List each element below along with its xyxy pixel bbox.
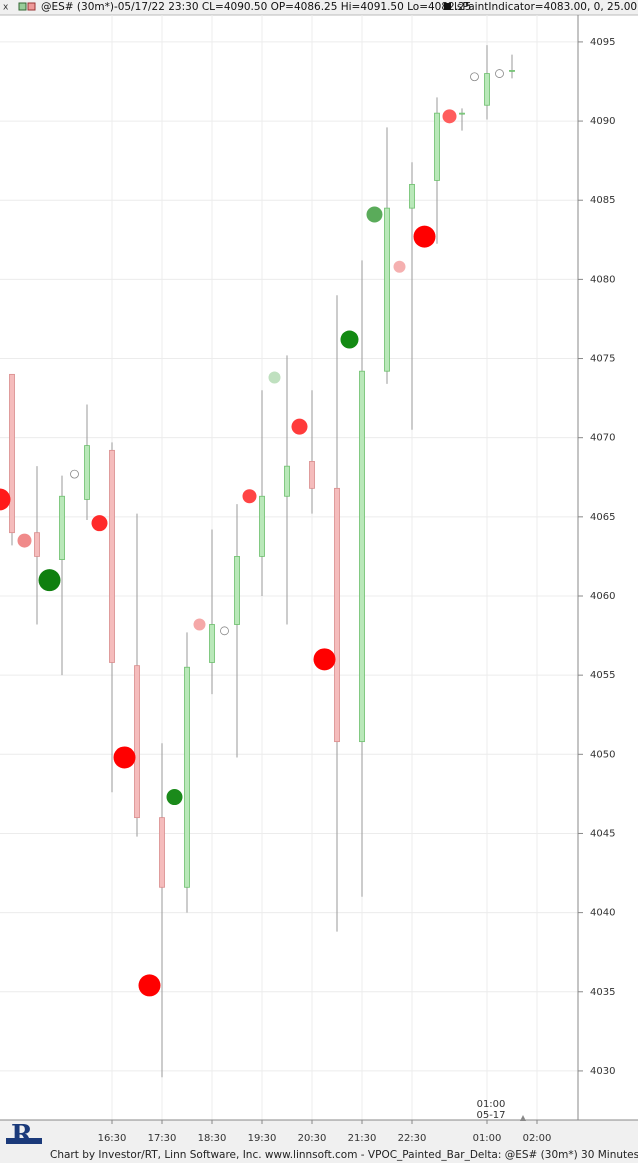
candle-body xyxy=(309,461,315,489)
candle-body xyxy=(184,666,190,888)
icon xyxy=(27,2,36,11)
y-tick-label: 4085 xyxy=(590,195,615,206)
header-text: @ES# (30m*)-05/17/22 23:30 CL=4090.50 OP… xyxy=(41,1,471,13)
paint-marker xyxy=(17,533,32,548)
paint-marker xyxy=(220,626,229,636)
paint-marker xyxy=(38,569,61,592)
logo: R xyxy=(6,1120,42,1150)
y-tick-label: 4050 xyxy=(590,749,615,760)
icon xyxy=(444,3,451,10)
y-tick-label: 4055 xyxy=(590,670,615,681)
paint-marker xyxy=(268,371,281,384)
paint-marker xyxy=(242,489,257,504)
y-tick-label: 4040 xyxy=(590,908,615,919)
candle-body xyxy=(334,487,340,743)
candle-body xyxy=(34,532,40,557)
paint-marker xyxy=(193,618,206,631)
logo-bar xyxy=(6,1138,42,1144)
candle-body xyxy=(159,817,165,888)
close-icon[interactable]: x xyxy=(3,3,9,13)
paint-marker xyxy=(166,789,183,806)
candle-body xyxy=(509,70,515,72)
candle-body xyxy=(259,495,265,557)
icon xyxy=(18,2,27,11)
date-annotation: 05-17 xyxy=(476,1110,505,1121)
y-tick-label: 4090 xyxy=(590,116,615,127)
x-tick-label: 16:30 xyxy=(98,1133,127,1144)
paint-marker xyxy=(393,260,406,273)
candle-body xyxy=(484,73,490,106)
paint-marker xyxy=(366,206,383,223)
paint-marker xyxy=(91,515,108,532)
y-tick-label: 4080 xyxy=(590,274,615,285)
x-tick-label: 19:30 xyxy=(248,1133,277,1144)
x-tick-label: 17:30 xyxy=(148,1133,177,1144)
candle-body xyxy=(359,370,365,743)
y-tick-label: 4045 xyxy=(590,828,615,839)
x-tick-label: 21:30 xyxy=(348,1133,377,1144)
paint-marker xyxy=(340,330,359,349)
paint-marker xyxy=(113,746,136,769)
x-tick-label: 01:00 xyxy=(473,1133,502,1144)
y-tick-label: 4075 xyxy=(590,354,615,365)
candle-body xyxy=(134,665,140,819)
x-tick-label: 22:30 xyxy=(398,1133,427,1144)
paint-marker xyxy=(0,488,11,511)
candle-body xyxy=(434,112,440,181)
indicator-text: lsPaintIndicator=4083.00, 0, 25.00, 4 xyxy=(454,1,638,13)
y-tick-label: 4030 xyxy=(590,1066,615,1077)
date-annotation: 01:00 xyxy=(477,1099,506,1110)
candle-body xyxy=(209,624,215,663)
paint-marker xyxy=(470,72,479,82)
footer-bar xyxy=(0,1120,638,1163)
candle-body xyxy=(409,183,415,209)
paint-marker xyxy=(313,648,336,671)
y-tick-label: 4060 xyxy=(590,591,615,602)
x-tick-label: 20:30 xyxy=(298,1133,327,1144)
y-tick-label: 4065 xyxy=(590,512,615,523)
x-tick-label: 02:00 xyxy=(523,1133,552,1144)
logo-letter: R xyxy=(11,1120,33,1150)
candle-body xyxy=(234,556,240,625)
candle-body xyxy=(284,465,290,497)
candle-body xyxy=(9,373,15,534)
paint-marker xyxy=(70,469,79,479)
y-tick-label: 4035 xyxy=(590,987,615,998)
y-tick-label: 4095 xyxy=(590,37,615,48)
candle-body xyxy=(84,445,90,500)
paint-marker xyxy=(495,69,504,78)
paint-marker xyxy=(413,225,436,248)
candle-body xyxy=(384,207,390,372)
footer-text: Chart by Investor/RT, Linn Software, Inc… xyxy=(50,1149,638,1161)
paint-marker xyxy=(442,109,457,124)
candle-body xyxy=(459,112,465,115)
header-bar xyxy=(0,0,638,15)
candle-body xyxy=(59,495,65,560)
y-tick-label: 4070 xyxy=(590,433,615,444)
time-marker xyxy=(520,1115,526,1121)
paint-marker xyxy=(138,974,161,997)
paint-marker xyxy=(291,418,308,435)
candle-body xyxy=(109,449,115,663)
x-tick-label: 18:30 xyxy=(198,1133,227,1144)
